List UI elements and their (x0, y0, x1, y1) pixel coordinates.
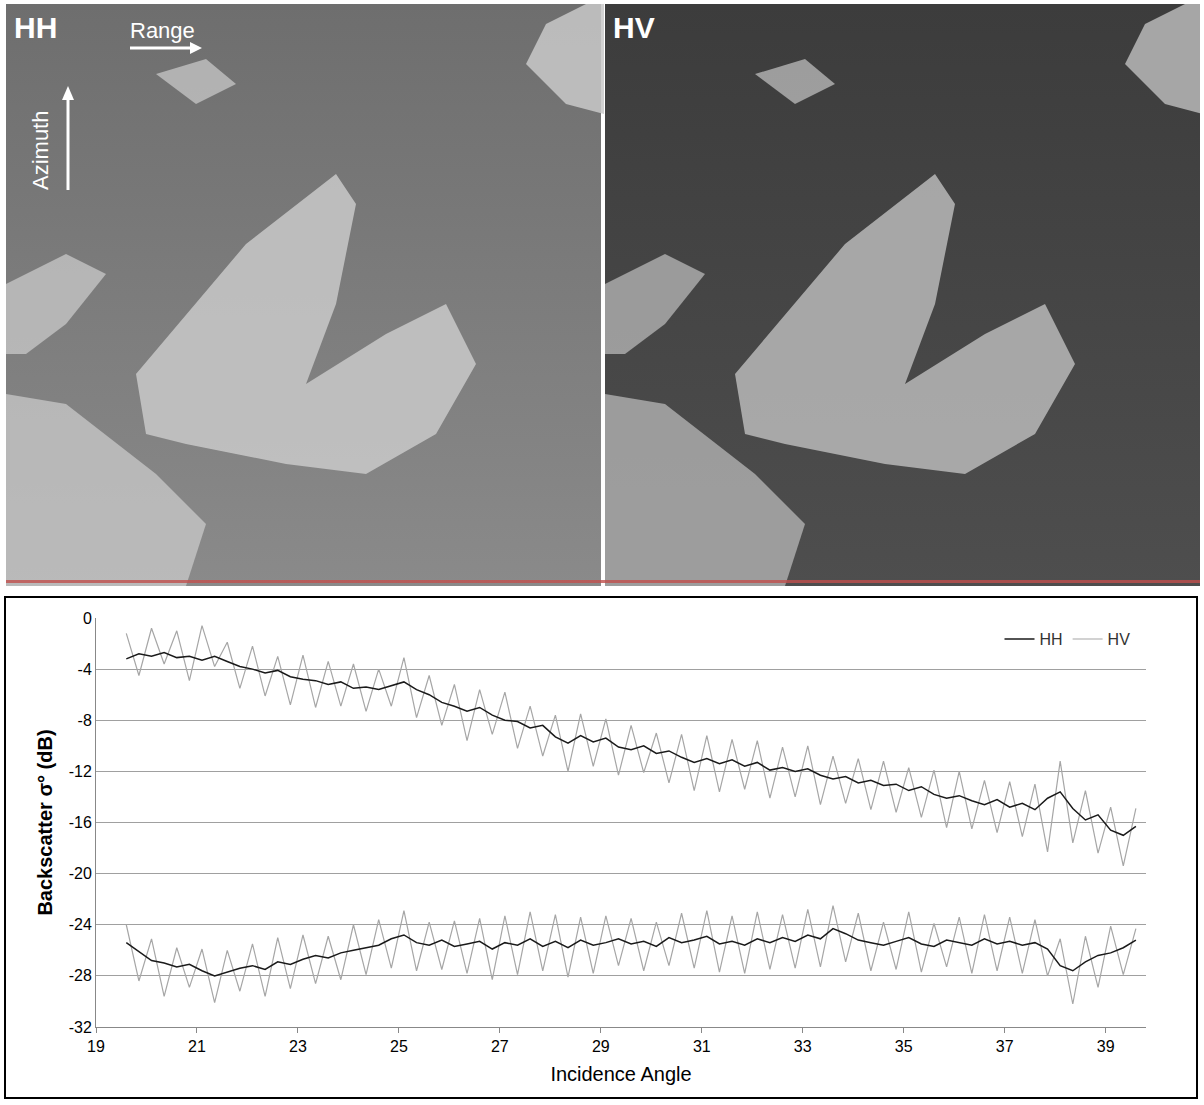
svg-text:19: 19 (87, 1038, 105, 1055)
svg-text:37: 37 (996, 1038, 1014, 1055)
svg-text:-16: -16 (69, 814, 92, 831)
svg-text:-32: -32 (69, 1019, 92, 1036)
svg-text:Incidence Angle: Incidence Angle (550, 1063, 691, 1085)
svg-text:HV: HV (613, 11, 655, 44)
svg-text:-24: -24 (69, 916, 92, 933)
svg-text:0: 0 (83, 610, 92, 627)
svg-text:25: 25 (390, 1038, 408, 1055)
svg-text:33: 33 (794, 1038, 812, 1055)
svg-text:HH: HH (14, 11, 57, 44)
svg-text:-20: -20 (69, 865, 92, 882)
svg-text:HV: HV (1108, 631, 1131, 648)
svg-text:-8: -8 (78, 712, 92, 729)
svg-text:39: 39 (1097, 1038, 1115, 1055)
svg-text:27: 27 (491, 1038, 509, 1055)
svg-text:21: 21 (188, 1038, 206, 1055)
svg-text:Azimuth: Azimuth (28, 111, 53, 190)
svg-text:-28: -28 (69, 967, 92, 984)
svg-text:-4: -4 (78, 661, 92, 678)
svg-text:35: 35 (895, 1038, 913, 1055)
svg-text:Range: Range (130, 18, 195, 43)
svg-text:31: 31 (693, 1038, 711, 1055)
svg-text:Backscatter σ° (dB): Backscatter σ° (dB) (34, 729, 56, 915)
svg-text:HH: HH (1040, 631, 1063, 648)
svg-text:29: 29 (592, 1038, 610, 1055)
svg-text:23: 23 (289, 1038, 307, 1055)
svg-text:-12: -12 (69, 763, 92, 780)
